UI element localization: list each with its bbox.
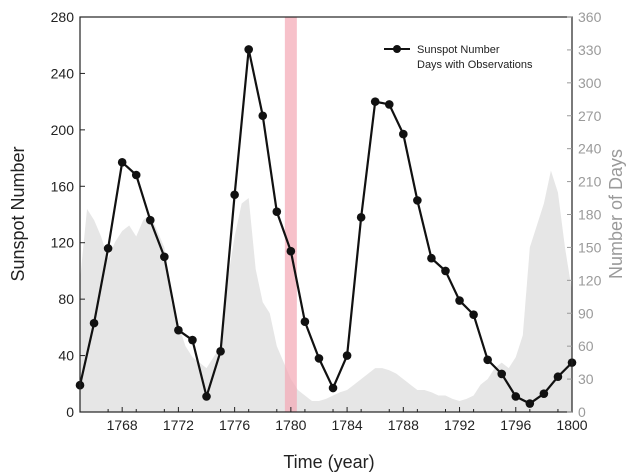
sunspot-point-1773	[188, 335, 197, 345]
sunspot-point-1767	[103, 244, 113, 253]
sunspot-point-1790	[427, 253, 436, 263]
sunspot-point-1786	[370, 97, 380, 106]
y-tick-label-240: 240	[51, 65, 75, 81]
x-tick-label-1792: 1792	[444, 417, 475, 433]
y-tick-label-160: 160	[51, 178, 75, 194]
y2-tick-label-90: 90	[578, 305, 594, 321]
y2-tick-label-30: 30	[578, 371, 594, 387]
sunspot-point-1775	[216, 347, 225, 356]
sunspot-point-1797	[525, 399, 535, 408]
sunspot-point-1783	[328, 383, 338, 393]
sunspot-point-1774	[202, 392, 211, 401]
sunspot-point-1794	[483, 355, 492, 365]
x-axis-title: Time (year)	[283, 452, 374, 472]
sunspot-point-1792	[455, 296, 464, 305]
right-axis-title: Number of Days	[606, 149, 626, 279]
x-tick-label-1796: 1796	[500, 417, 531, 433]
y2-tick-label-240: 240	[578, 141, 602, 157]
sunspot-point-1785	[356, 213, 366, 222]
sunspot-point-1789	[413, 196, 422, 205]
legend-days-label: Days with Observations	[417, 59, 533, 71]
highlight-band-1780	[284, 17, 297, 412]
sunspot-point-1784	[342, 351, 352, 360]
left-axis-title: Sunspot Number	[8, 146, 28, 281]
y2-tick-label-180: 180	[578, 207, 602, 223]
y-tick-label-80: 80	[58, 291, 74, 307]
y-tick-label-280: 280	[51, 9, 75, 25]
sunspot-point-1788	[399, 129, 408, 139]
x-tick-label-1776: 1776	[219, 417, 250, 433]
sunspot-point-1791	[441, 266, 450, 276]
sunspot-point-1793	[469, 310, 478, 319]
days-with-observations-area	[80, 170, 572, 412]
y-tick-label-0: 0	[66, 404, 74, 420]
sunspot-point-1795	[497, 369, 507, 379]
x-tick-label-1768: 1768	[107, 417, 138, 433]
right-axis-ticks: 0 30 60 90 120 150 180 210 240 270 300 330 360	[567, 9, 602, 420]
x-tick-label-1788: 1788	[388, 417, 419, 433]
sunspot-point-1780	[286, 246, 296, 256]
days-area-layer	[80, 170, 572, 412]
y2-tick-label-270: 270	[578, 108, 602, 124]
sunspot-point-1778	[258, 111, 268, 121]
y2-tick-label-150: 150	[578, 239, 602, 255]
y2-tick-label-60: 60	[578, 338, 594, 354]
y-tick-label-40: 40	[58, 348, 74, 364]
sunspot-point-1799	[553, 372, 563, 382]
y2-tick-label-300: 300	[578, 75, 602, 91]
legend: Sunspot Number Days with Observations	[384, 44, 533, 71]
sunspot-point-1769	[131, 170, 141, 180]
legend-sunspot-label: Sunspot Number	[417, 44, 500, 56]
x-tick-label-1800: 1800	[556, 417, 587, 433]
sunspot-point-1770	[145, 215, 155, 225]
y-tick-label-200: 200	[51, 122, 75, 138]
x-axis-ticks: 1768 1772 1776 1780 1784 1788 1792 1796 1800	[79, 407, 588, 433]
y2-tick-label-360: 360	[578, 9, 602, 25]
y2-tick-label-120: 120	[578, 272, 602, 288]
left-axis-ticks: 0 40 80 120 160 200 240 280	[51, 9, 85, 420]
x-tick-label-1780: 1780	[275, 417, 306, 433]
sunspot-point-1779	[272, 207, 282, 216]
y-tick-label-120: 120	[51, 235, 75, 251]
sunspot-point-1771	[160, 252, 169, 262]
sunspot-point-1776	[230, 190, 239, 200]
x-tick-label-1784: 1784	[332, 417, 363, 433]
sunspot-point-1782	[314, 354, 324, 363]
sunspot-point-1781	[300, 317, 310, 327]
sunspot-point-1798	[539, 389, 549, 398]
sunspot-point-1787	[384, 100, 394, 109]
sunspot-line-layer	[75, 45, 577, 408]
y2-tick-label-210: 210	[578, 174, 602, 190]
x-tick-label-1772: 1772	[163, 417, 194, 433]
sunspot-point-1796	[511, 392, 521, 401]
y2-tick-label-330: 330	[578, 42, 602, 58]
legend-sunspot-marker	[393, 45, 401, 53]
sunspot-point-1772	[174, 325, 183, 335]
y2-tick-label-0: 0	[578, 404, 586, 420]
sunspot-point-1766	[89, 318, 99, 328]
sunspot-point-1777	[244, 45, 253, 54]
sunspot-point-1768	[117, 158, 127, 167]
